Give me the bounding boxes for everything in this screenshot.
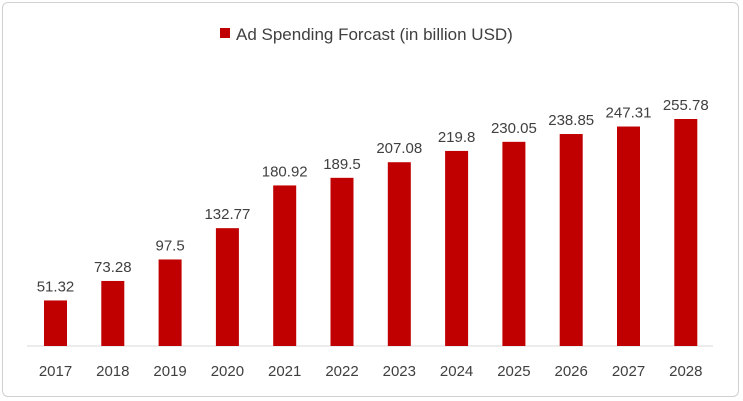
bar-2024 bbox=[445, 150, 469, 346]
x-tick-label-2025: 2025 bbox=[497, 363, 530, 380]
x-tick-label-2027: 2027 bbox=[612, 363, 645, 380]
data-label-2019: 97.5 bbox=[155, 237, 184, 254]
data-label-2028: 255.78 bbox=[663, 97, 709, 114]
x-tick-label-2019: 2019 bbox=[153, 363, 186, 380]
data-label-2021: 180.92 bbox=[262, 163, 308, 180]
data-label-2026: 238.85 bbox=[548, 112, 594, 129]
data-label-2027: 247.31 bbox=[606, 105, 652, 122]
bar-2017 bbox=[44, 300, 67, 346]
legend-label: Ad Spending Forcast (in billion USD) bbox=[236, 25, 513, 44]
x-tick-label-2028: 2028 bbox=[669, 363, 702, 380]
x-tick-label-2024: 2024 bbox=[440, 363, 473, 380]
bar-2021 bbox=[273, 185, 297, 346]
x-tick-label-2017: 2017 bbox=[39, 363, 72, 380]
x-tick-label-2023: 2023 bbox=[383, 363, 416, 380]
data-label-2017: 51.32 bbox=[37, 278, 75, 295]
data-label-2024: 219.8 bbox=[438, 129, 476, 146]
x-tick-label-2022: 2022 bbox=[325, 363, 358, 380]
x-tick-label-2018: 2018 bbox=[96, 363, 129, 380]
legend-swatch bbox=[220, 28, 230, 38]
x-tick-label-2020: 2020 bbox=[211, 363, 244, 380]
bar-2018 bbox=[101, 280, 125, 346]
data-label-2022: 189.5 bbox=[323, 156, 361, 173]
bar-2020 bbox=[215, 228, 239, 346]
bar-2025 bbox=[502, 141, 526, 346]
bar-2022 bbox=[330, 177, 354, 346]
x-tick-label-2026: 2026 bbox=[555, 363, 588, 380]
chart-frame bbox=[2, 2, 739, 397]
bar-2027 bbox=[617, 126, 640, 346]
data-label-2025: 230.05 bbox=[491, 120, 537, 137]
bar-2019 bbox=[158, 259, 182, 346]
data-label-2023: 207.08 bbox=[376, 140, 422, 157]
data-label-2020: 132.77 bbox=[204, 206, 250, 223]
legend: Ad Spending Forcast (in billion USD) bbox=[220, 25, 513, 44]
bar-2026 bbox=[559, 134, 583, 346]
bar-2028 bbox=[674, 119, 698, 346]
bar-2023 bbox=[387, 162, 411, 346]
x-tick-label-2021: 2021 bbox=[268, 363, 301, 380]
data-label-2018: 73.28 bbox=[94, 259, 132, 276]
